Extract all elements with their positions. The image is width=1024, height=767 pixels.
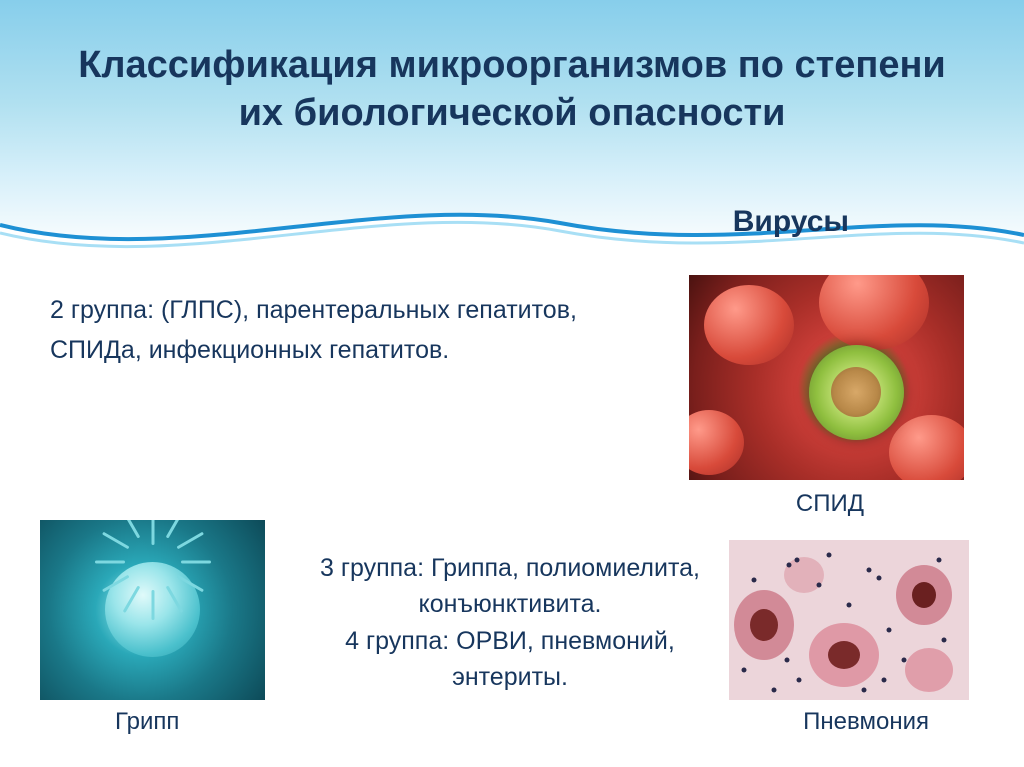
pneumonia-microscopy-icon	[729, 540, 969, 700]
slide: Классификация микроорганизмов по степени…	[0, 0, 1024, 767]
wave-icon	[0, 185, 1024, 275]
slide-title: Классификация микроорганизмов по степени…	[77, 42, 947, 137]
text-groups-3-4: 3 группа: Гриппа, полиомиелита, конъюнкт…	[290, 550, 730, 695]
caption-pneumonia: Пневмония	[803, 708, 929, 736]
slide-subtitle: Вирусы	[733, 205, 849, 239]
text-group-2: 2 группа: (ГЛПС), парентеральных гепатит…	[50, 290, 650, 370]
image-pneumonia	[729, 540, 969, 700]
image-aids	[689, 275, 964, 480]
caption-flu: Грипп	[115, 708, 179, 736]
image-flu	[40, 520, 265, 700]
caption-aids: СПИД	[796, 490, 864, 518]
